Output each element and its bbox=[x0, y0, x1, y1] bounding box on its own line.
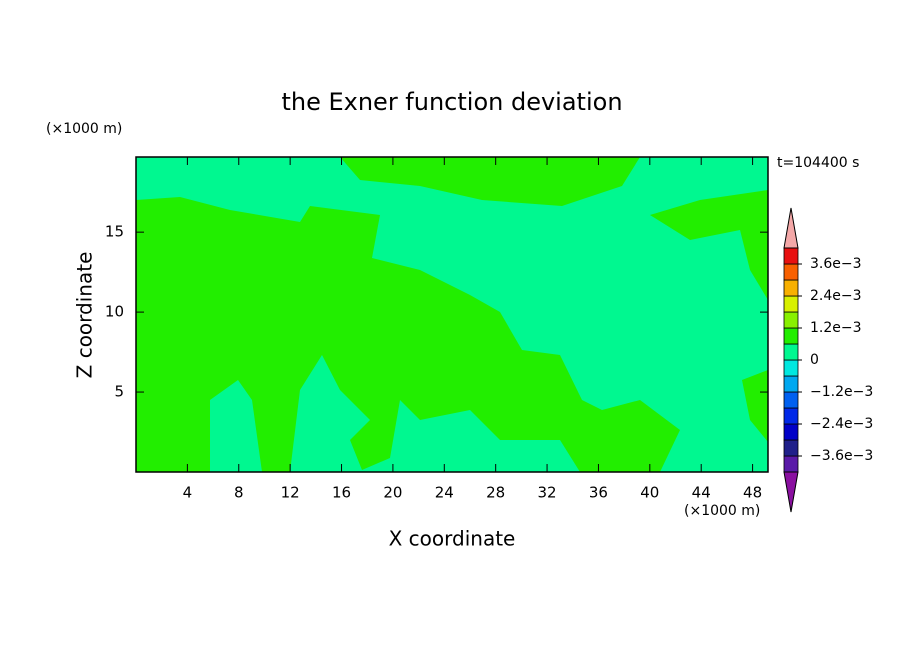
x-tick-label: 44 bbox=[692, 484, 711, 502]
plot-frame bbox=[135, 156, 769, 473]
contour-region bbox=[650, 190, 768, 300]
colorbar-extend-high bbox=[783, 207, 799, 249]
colorbar-segment bbox=[783, 423, 799, 441]
y-tick-label: 10 bbox=[105, 303, 124, 321]
colorbar-segment bbox=[783, 407, 799, 425]
colorbar-tick-label: 3.6e−3 bbox=[810, 256, 862, 272]
x-axis-label: X coordinate bbox=[389, 527, 516, 551]
colorbar-tick-label: −3.6e−3 bbox=[810, 448, 873, 464]
colorbar-segment bbox=[783, 263, 799, 281]
x-tick-label: 36 bbox=[589, 484, 608, 502]
colorbar-segment bbox=[783, 359, 799, 377]
colorbar-segment bbox=[783, 343, 799, 361]
colorbar-segment bbox=[783, 311, 799, 329]
colorbar-tick-label: 0 bbox=[810, 352, 819, 368]
x-tick-label: 48 bbox=[743, 484, 762, 502]
colorbar-extend-low bbox=[783, 471, 799, 513]
colorbar-tick-label: −2.4e−3 bbox=[810, 416, 873, 432]
x-tick-label: 20 bbox=[383, 484, 402, 502]
x-tick-label: 8 bbox=[234, 484, 244, 502]
x-tick-label: 4 bbox=[183, 484, 193, 502]
x-unit-label: (×1000 m) bbox=[684, 503, 760, 519]
time-label: t=104400 s bbox=[777, 155, 859, 171]
colorbar-tick-label: 1.2e−3 bbox=[810, 320, 862, 336]
y-unit-label: (×1000 m) bbox=[46, 121, 122, 137]
contour-region bbox=[742, 370, 768, 442]
x-tick-label: 16 bbox=[332, 484, 351, 502]
chart-title: the Exner function deviation bbox=[281, 88, 622, 116]
colorbar-segment bbox=[783, 247, 799, 265]
contour-regions bbox=[136, 157, 768, 472]
x-tick-label: 24 bbox=[435, 484, 454, 502]
colorbar-segment bbox=[783, 439, 799, 457]
y-tick-label: 5 bbox=[114, 383, 124, 401]
colorbar-tick-label: −1.2e−3 bbox=[810, 384, 873, 400]
y-tick-label: 15 bbox=[105, 223, 124, 241]
colorbar-segment bbox=[783, 295, 799, 313]
x-tick-label: 28 bbox=[486, 484, 505, 502]
x-tick-label: 12 bbox=[281, 484, 300, 502]
colorbar-tick-label: 2.4e−3 bbox=[810, 288, 862, 304]
colorbar-segment bbox=[783, 391, 799, 409]
contour-region bbox=[136, 197, 680, 472]
colorbar-segment bbox=[783, 375, 799, 393]
colorbar-segment bbox=[783, 455, 799, 473]
x-tick-label: 32 bbox=[538, 484, 557, 502]
colorbar-segment bbox=[783, 327, 799, 345]
y-axis-label: Z coordinate bbox=[73, 252, 97, 379]
colorbar-segment bbox=[783, 279, 799, 297]
x-tick-label: 40 bbox=[640, 484, 659, 502]
contour-region bbox=[340, 157, 640, 206]
